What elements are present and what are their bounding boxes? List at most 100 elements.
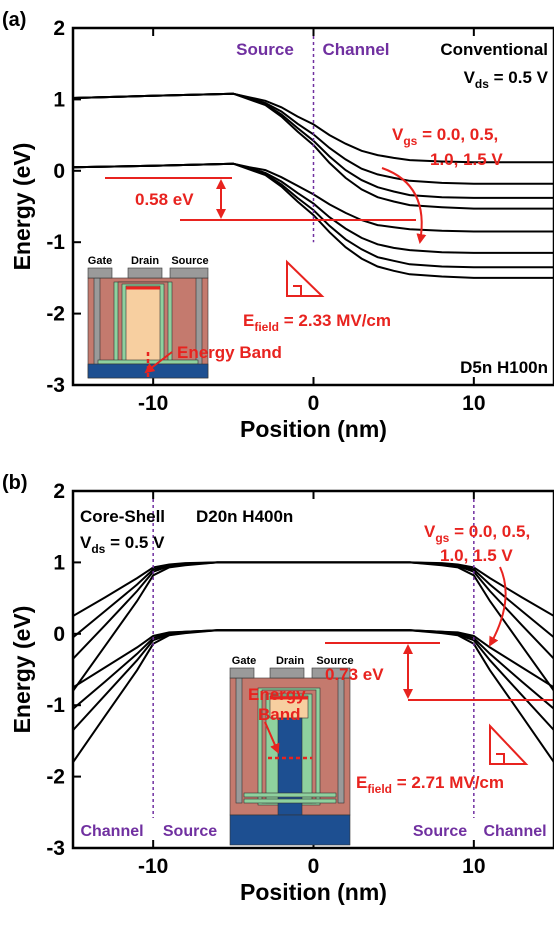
inset-part [169, 267, 209, 279]
x-tick-label: 0 [308, 392, 320, 415]
x-tick-label: 10 [462, 392, 485, 415]
annotation: Vds = 0.5 V [80, 533, 165, 556]
y-tick-label: -2 [46, 303, 65, 326]
annotation: 1.0, 1.5 V [440, 546, 513, 565]
annotation: Efield = 2.33 MV/cm [243, 311, 391, 334]
y-axis-title: Energy (eV) [9, 606, 35, 734]
y-tick-label: 2 [53, 17, 65, 40]
inset-part [235, 677, 243, 804]
y-tick-label: 1 [53, 88, 65, 111]
x-tick-label: -10 [138, 392, 168, 415]
annotation: Channel [483, 823, 546, 840]
y-tick-label: -3 [46, 374, 65, 397]
annotation-part: 1.0, 1.5 V [440, 546, 513, 565]
annotation-part: Core-Shell [80, 507, 165, 526]
annotation-part: E [356, 773, 367, 792]
y-tick-label: -2 [46, 766, 65, 789]
y-tick-label: 2 [53, 480, 65, 503]
annotation-part: = 0.5 V [105, 533, 165, 552]
annotation-part: field [367, 782, 392, 796]
annotation-part: = 0.5 V [489, 68, 549, 87]
y-tick-label: -1 [46, 231, 65, 254]
annotation: Vgs = 0.0, 0.5, [392, 125, 498, 148]
inset-part [87, 267, 113, 279]
inset-part [243, 798, 337, 804]
x-tick-label: -10 [138, 855, 168, 878]
annotation-curve [286, 259, 325, 297]
annotation-part: D20n H400n [196, 507, 293, 526]
y-tick-label: 1 [53, 551, 65, 574]
annotation-part: E [243, 311, 254, 330]
annotation: 0.58 eV [135, 190, 194, 209]
y-tick-label: -3 [46, 837, 65, 860]
band-curve [73, 629, 554, 763]
annotation: D20n H400n [196, 507, 293, 526]
y-tick-label: 0 [53, 623, 65, 646]
annotation: 0.73 eV [325, 665, 384, 684]
annotation-part: 1.0, 1.5 V [430, 150, 503, 169]
annotation-part: Source [413, 823, 467, 840]
annotation: 1.0, 1.5 V [430, 150, 503, 169]
band-curve [73, 561, 554, 692]
annotation-part: Energy [248, 685, 306, 704]
device-inset: Gate Drain Source [229, 655, 354, 846]
annotation-part: gs [435, 531, 449, 545]
inset-part [127, 267, 163, 279]
annotation: Vds = 0.5 V [464, 68, 549, 91]
y-tick-label: 0 [53, 160, 65, 183]
band-curve [73, 162, 554, 279]
x-tick-label: 0 [308, 855, 320, 878]
annotation-curve [489, 566, 507, 647]
annotation-part: ds [475, 77, 489, 91]
annotation-curve [381, 167, 427, 244]
annotation-line [264, 721, 280, 754]
annotation-part: field [254, 320, 279, 334]
x-axis-title: Position (nm) [240, 416, 387, 442]
inset-label: Drain [276, 655, 304, 667]
inset-part [311, 667, 351, 679]
plot-frame [71, 26, 554, 387]
annotation-part: Energy Band [177, 343, 282, 362]
annotation: Source [236, 40, 294, 59]
annotation-line [144, 351, 173, 374]
inset-part [125, 285, 161, 369]
inset-label: Source [171, 255, 208, 267]
inset-part [337, 677, 345, 804]
annotation-part: ds [91, 542, 105, 556]
annotation: Vgs = 0.0, 0.5, [424, 522, 530, 545]
annotation-curve [489, 723, 529, 765]
annotation-part: 0.73 eV [325, 665, 384, 684]
annotation: Energy [248, 685, 306, 704]
plot-frame [71, 489, 554, 850]
annotation: Source [413, 823, 467, 840]
x-tick-label: 10 [462, 855, 485, 878]
annotation-part: V [80, 533, 92, 552]
inset-part [229, 814, 351, 846]
panel-label: (a) [2, 9, 26, 31]
annotation-part: Band [258, 705, 301, 724]
inset-label: Source [316, 655, 353, 667]
annotation: D5n H100n [460, 358, 548, 377]
annotation-part: Source [236, 40, 294, 59]
annotation: Source [163, 823, 217, 840]
annotation: Energy Band [177, 343, 282, 362]
annotation-part: = 0.0, 0.5, [449, 522, 530, 541]
annotation-part: D5n H100n [460, 358, 548, 377]
annotation-curve [293, 285, 302, 296]
annotation: Core-Shell [80, 507, 165, 526]
annotation-part: Channel [322, 40, 389, 59]
annotation: Band [258, 705, 301, 724]
inset-label: Gate [232, 655, 256, 667]
inset-label: Gate [88, 255, 112, 267]
annotation-part: V [424, 522, 436, 541]
panel-label: (b) [2, 472, 28, 494]
annotation: Conventional [440, 40, 548, 59]
annotation-part: Conventional [440, 40, 548, 59]
device-inset: Gate Drain Source [87, 255, 209, 380]
annotation: Channel [80, 823, 143, 840]
annotation-part: Channel [483, 823, 546, 840]
y-tick-label: -1 [46, 694, 65, 717]
inset-part [229, 667, 255, 679]
